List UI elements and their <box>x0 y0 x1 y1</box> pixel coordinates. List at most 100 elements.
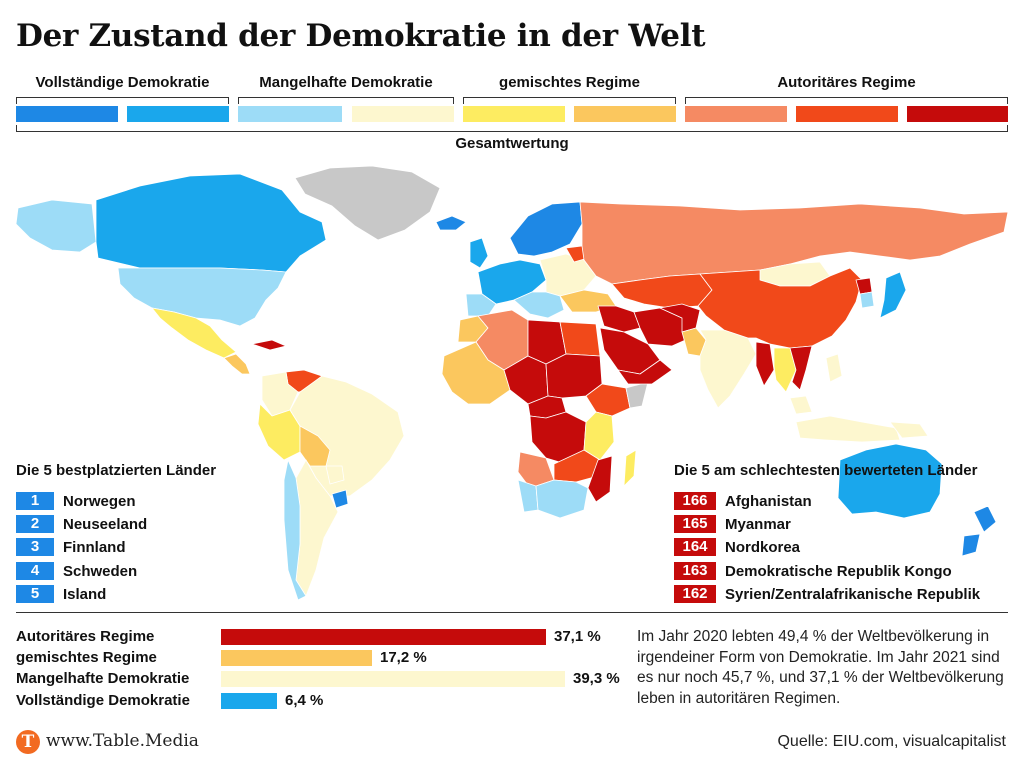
country-name: Schweden <box>63 562 138 580</box>
country-name: Nordkorea <box>725 538 801 556</box>
summary-note: Im Jahr 2020 lebten 49,4 % der Weltbevöl… <box>637 628 1004 707</box>
map-region-malaysia <box>789 395 813 415</box>
country-name: Afghanistan <box>725 492 812 510</box>
map-region-iberia <box>465 293 497 317</box>
map-region-uk <box>469 237 489 269</box>
worst-list-item: 166 Afghanistan <box>674 492 812 510</box>
country-name: Island <box>63 585 107 603</box>
section-divider <box>16 612 1008 613</box>
map-region-syria-iraq <box>597 305 641 333</box>
legend-bracket <box>463 97 676 104</box>
country-name: Syrien/Zentralafrikanische Republik <box>725 585 981 603</box>
best-list-title: Die 5 bestplatzierten Länder <box>16 462 217 479</box>
bar <box>221 629 546 645</box>
map-region-usa <box>117 267 287 327</box>
rank-badge: 166 <box>674 492 716 510</box>
legend-swatch <box>907 106 1008 122</box>
map-region-chile <box>283 459 307 601</box>
map-region-southern-europe <box>513 291 565 319</box>
map-region-philippines <box>825 353 843 383</box>
best-list-item: 3 Finnland <box>16 538 126 556</box>
world-map <box>15 165 1009 601</box>
map-region-papua <box>889 421 929 439</box>
legend-swatch <box>463 106 565 122</box>
map-region-india <box>699 329 757 409</box>
map-region-iceland <box>435 215 467 231</box>
legend-bracket <box>685 97 1008 104</box>
bar-value-label: 6,4 % <box>285 692 324 709</box>
rank-badge: 2 <box>16 515 54 533</box>
bar-value-label: 39,3 % <box>573 670 620 687</box>
map-region-paraguay <box>325 465 345 485</box>
bar-value-label: 37,1 % <box>554 628 601 645</box>
map-region-south-korea <box>859 291 875 309</box>
map-region-vietnam <box>789 345 813 391</box>
bar-label: Autoritäres Regime <box>16 628 155 645</box>
legend-swatch <box>16 106 118 122</box>
legend-label-flawed-democracy: Mangelhafte Demokratie <box>259 74 433 91</box>
best-list-item: 2 Neuseeland <box>16 515 147 533</box>
map-region-central-america <box>223 353 251 375</box>
bar-label: Mangelhafte Demokratie <box>16 670 190 687</box>
map-region-greenland <box>294 165 441 241</box>
page-title: Der Zustand der Demokratie in der Welt <box>16 18 706 54</box>
best-list-item: 5 Island <box>16 585 106 603</box>
best-list-item: 1 Norwegen <box>16 492 136 510</box>
map-region-indonesia <box>795 415 901 443</box>
map-region-colombia <box>261 371 299 417</box>
legend-label-hybrid-regime: gemischtes Regime <box>499 74 640 91</box>
map-region-south-africa <box>535 479 589 519</box>
worst-list-item: 164 Nordkorea <box>674 538 800 556</box>
source-credit: Quelle: EIU.com, visualcapitalist <box>777 733 1006 750</box>
map-region-japan <box>879 271 907 319</box>
best-list-item: 4 Schweden <box>16 562 137 580</box>
bar-label: gemischtes Regime <box>16 649 157 666</box>
map-region-egypt <box>559 321 601 357</box>
overall-label: Gesamtwertung <box>455 135 569 152</box>
map-region-china <box>697 267 863 349</box>
map-region-madagascar <box>623 449 637 487</box>
table-media-logo: T <box>16 730 40 754</box>
map-region-scandinavia <box>509 201 583 257</box>
map-region-cuba <box>251 339 287 351</box>
worst-list-item: 165 Myanmar <box>674 515 791 533</box>
map-region-australia <box>837 443 943 519</box>
legend-swatch <box>352 106 454 122</box>
map-region-mexico <box>151 307 237 359</box>
country-name: Norwegen <box>63 492 136 510</box>
bar <box>221 671 565 687</box>
bar-value-label: 17,2 % <box>380 649 427 666</box>
rank-badge: 163 <box>674 562 716 580</box>
worst-list-item: 162 Syrien/Zentralafrikanische Republik <box>674 585 980 603</box>
rank-badge: 165 <box>674 515 716 533</box>
rank-badge: 4 <box>16 562 54 580</box>
country-name: Demokratische Republik Kongo <box>725 562 952 580</box>
rank-badge: 164 <box>674 538 716 556</box>
legend-bracket <box>238 97 454 104</box>
rank-badge: 162 <box>674 585 716 603</box>
legend-label-authoritarian: Autoritäres Regime <box>777 74 916 91</box>
bar-label: Vollständige Demokratie <box>16 692 190 709</box>
legend-label-full-democracy: Vollständige Demokratie <box>35 74 210 91</box>
legend-bracket <box>16 97 229 104</box>
bar <box>221 693 277 709</box>
map-region-horn <box>625 381 649 409</box>
overall-bracket <box>16 125 1008 132</box>
rank-badge: 1 <box>16 492 54 510</box>
map-region-alaska <box>15 199 97 253</box>
rank-badge: 5 <box>16 585 54 603</box>
site-url[interactable]: www.Table.Media <box>46 731 199 751</box>
legend-swatch <box>127 106 229 122</box>
worst-list-item: 163 Demokratische Republik Kongo <box>674 562 952 580</box>
map-region-canada <box>95 173 327 273</box>
country-name: Myanmar <box>725 515 791 533</box>
bar <box>221 650 372 666</box>
worst-list-title: Die 5 am schlechtesten bewerteten Länder <box>674 462 978 479</box>
country-name: Neuseeland <box>63 515 148 533</box>
legend-swatch <box>574 106 676 122</box>
map-region-mozambique <box>587 455 613 503</box>
country-name: Finnland <box>63 538 126 556</box>
map-region-yemen-oman <box>617 359 673 385</box>
map-region-myanmar <box>755 341 775 387</box>
map-region-west-africa <box>441 341 511 405</box>
